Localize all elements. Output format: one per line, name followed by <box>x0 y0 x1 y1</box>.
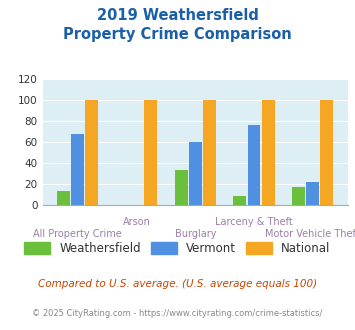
Text: Compared to U.S. average. (U.S. average equals 100): Compared to U.S. average. (U.S. average … <box>38 279 317 289</box>
Bar <box>144 100 157 205</box>
Bar <box>175 170 188 205</box>
Bar <box>189 142 202 205</box>
Text: 2019 Weathersfield
Property Crime Comparison: 2019 Weathersfield Property Crime Compar… <box>63 8 292 43</box>
Bar <box>234 196 246 205</box>
Text: © 2025 CityRating.com - https://www.cityrating.com/crime-statistics/: © 2025 CityRating.com - https://www.city… <box>32 309 323 317</box>
Bar <box>86 100 98 205</box>
Bar <box>203 100 216 205</box>
Text: Burglary: Burglary <box>175 229 216 239</box>
Text: Larceny & Theft: Larceny & Theft <box>215 217 293 227</box>
Legend: Weathersfield, Vermont, National: Weathersfield, Vermont, National <box>24 242 331 255</box>
Text: Arson: Arson <box>122 217 151 227</box>
Text: All Property Crime: All Property Crime <box>33 229 122 239</box>
Text: Motor Vehicle Theft: Motor Vehicle Theft <box>265 229 355 239</box>
Bar <box>57 191 70 205</box>
Bar <box>262 100 274 205</box>
Bar <box>71 134 84 205</box>
Bar <box>320 100 333 205</box>
Bar <box>306 182 319 205</box>
Bar <box>247 125 261 205</box>
Bar <box>292 187 305 205</box>
